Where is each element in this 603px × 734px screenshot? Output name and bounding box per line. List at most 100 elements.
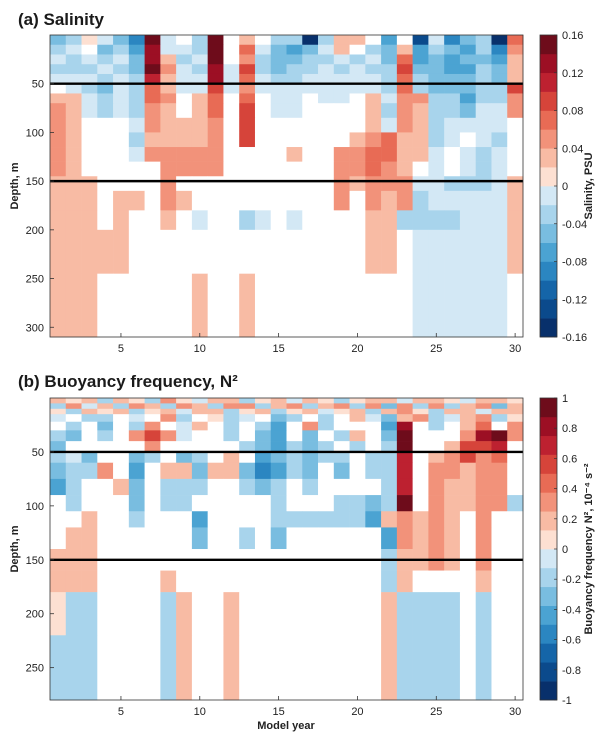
heatmap-cell: [223, 132, 240, 148]
heatmap-cell: [318, 83, 335, 94]
heatmap-cell: [176, 403, 193, 410]
y-tick-label: 100: [26, 501, 44, 513]
x-tick-label: 5: [118, 343, 124, 355]
heatmap-cell: [176, 430, 193, 442]
heatmap-cell: [302, 635, 319, 701]
colorbar-tick-label: 0.08: [562, 106, 583, 118]
heatmap-cell: [365, 93, 382, 104]
y-tick-label: 50: [32, 447, 44, 459]
heatmap-cell: [97, 403, 114, 410]
heatmap-cell: [207, 161, 224, 177]
heatmap-cell: [349, 64, 366, 75]
heatmap-cell: [65, 421, 82, 431]
heatmap-cell: [254, 35, 272, 46]
heatmap-cell: [349, 570, 366, 593]
heatmap-cell: [81, 44, 98, 55]
heatmap-cell: [475, 147, 492, 162]
heatmap-cell: [97, 635, 114, 701]
panel-b-colorbar-label: Buoyancy frequency N², 10⁻⁴ s⁻²: [583, 463, 595, 634]
heatmap-cell: [381, 430, 398, 442]
heatmap-cell: [113, 403, 130, 410]
heatmap-cell: [507, 229, 524, 274]
heatmap-cell: [365, 54, 382, 65]
heatmap-cell: [318, 73, 335, 85]
heatmap-cell: [207, 54, 224, 65]
heatmap-cell: [113, 147, 130, 162]
panel-a-heatmap: [50, 35, 524, 338]
heatmap-cell: [144, 93, 161, 104]
heatmap-cell: [491, 398, 508, 404]
heatmap-cell: [207, 147, 224, 162]
heatmap-cell: [97, 93, 114, 104]
heatmap-cell: [50, 635, 67, 701]
colorbar-tick-label: 0.2: [562, 514, 577, 526]
heatmap-cell: [349, 451, 366, 464]
heatmap-cell: [459, 229, 476, 274]
heatmap-cell: [475, 441, 492, 453]
heatmap-cell: [239, 408, 256, 415]
heatmap-cell: [144, 527, 161, 550]
heatmap-cell: [254, 570, 272, 593]
heatmap-cell: [239, 44, 256, 55]
heatmap-cell: [491, 44, 508, 55]
heatmap-cell: [223, 408, 240, 415]
heatmap-cell: [239, 462, 256, 480]
heatmap-cell: [65, 132, 82, 148]
heatmap-cell: [428, 570, 445, 593]
heatmap-cell: [349, 93, 366, 104]
x-tick-label: 30: [509, 343, 521, 355]
heatmap-cell: [65, 210, 82, 231]
colorbar-segment: [540, 586, 557, 606]
heatmap-cell: [349, 83, 366, 94]
heatmap-cell: [97, 35, 114, 46]
heatmap-cell: [270, 161, 287, 177]
heatmap-cell: [113, 495, 130, 512]
heatmap-cell: [144, 430, 161, 442]
heatmap-cell: [254, 451, 272, 464]
heatmap-cell: [412, 210, 429, 231]
heatmap-cell: [349, 495, 366, 512]
heatmap-cell: [459, 451, 476, 464]
heatmap-cell: [428, 176, 445, 192]
heatmap-cell: [302, 190, 319, 211]
heatmap-cell: [160, 527, 177, 550]
heatmap-cell: [113, 441, 130, 453]
heatmap-cell: [428, 161, 445, 177]
heatmap-cell: [381, 462, 398, 480]
heatmap-cell: [302, 570, 319, 593]
heatmap-cell: [444, 527, 461, 550]
heatmap-cell: [333, 441, 350, 453]
heatmap-cell: [286, 462, 303, 480]
heatmap-cell: [65, 273, 82, 338]
heatmap-cell: [444, 35, 461, 46]
heatmap-cell: [318, 403, 335, 410]
heatmap-cell: [444, 403, 461, 410]
heatmap-cell: [459, 592, 476, 636]
heatmap-cell: [191, 414, 208, 423]
heatmap-cell: [113, 408, 130, 415]
heatmap-cell: [207, 414, 224, 423]
heatmap-cell: [428, 44, 445, 55]
heatmap-cell: [254, 398, 272, 404]
heatmap-cell: [459, 73, 476, 85]
colorbar-segment: [540, 549, 557, 569]
heatmap-cell: [286, 132, 303, 148]
heatmap-cell: [176, 441, 193, 453]
heatmap-cell: [365, 403, 382, 410]
heatmap-cell: [286, 73, 303, 85]
heatmap-cell: [444, 511, 461, 528]
heatmap-cell: [239, 570, 256, 593]
heatmap-cell: [507, 132, 524, 148]
heatmap-cell: [459, 398, 476, 404]
heatmap-cell: [191, 408, 208, 415]
heatmap-cell: [254, 73, 272, 85]
heatmap-cell: [176, 103, 193, 119]
heatmap-cell: [444, 430, 461, 442]
heatmap-cell: [65, 478, 82, 496]
heatmap-cell: [50, 462, 67, 480]
heatmap-cell: [318, 408, 335, 415]
heatmap-cell: [491, 527, 508, 550]
heatmap-cell: [491, 93, 508, 104]
heatmap-cell: [191, 44, 208, 55]
heatmap-cell: [254, 117, 272, 133]
